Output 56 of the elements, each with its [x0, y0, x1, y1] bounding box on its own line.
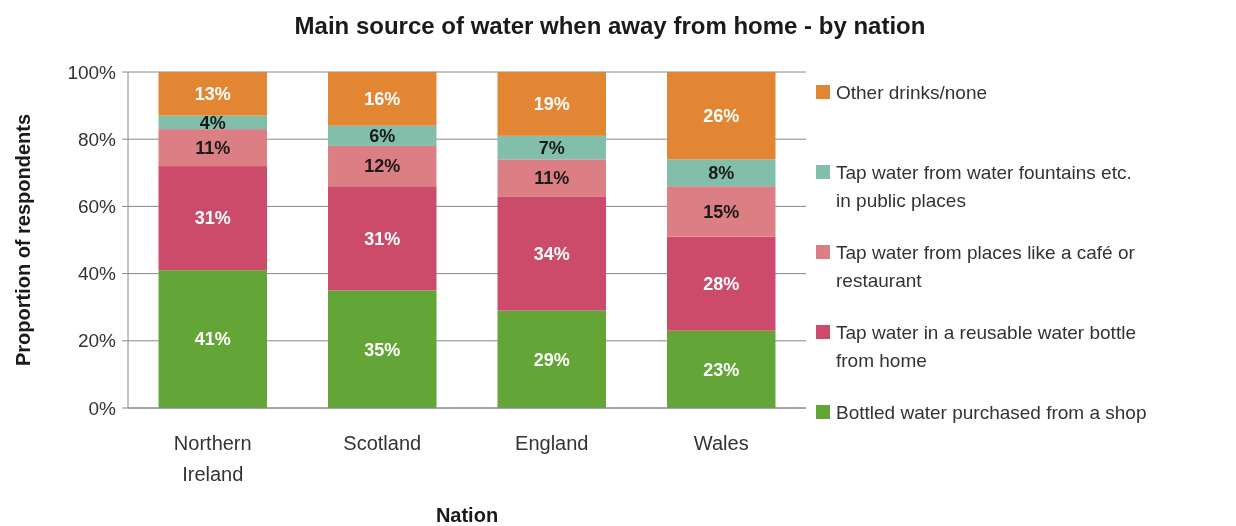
bar — [497, 72, 606, 136]
bar — [667, 236, 776, 331]
x-axis-title: Nation — [435, 504, 499, 526]
chart-title: Main source of water when away from home - by nation — [294, 12, 926, 39]
data-label: 35% — [364, 339, 401, 360]
y-tick-label: 20% — [77, 330, 117, 352]
data-label: 15% — [703, 201, 740, 222]
data-label: 11% — [195, 137, 231, 158]
data-label: 8% — [708, 163, 735, 184]
data-label: 29% — [533, 349, 570, 370]
bar — [328, 145, 437, 187]
y-tick-label: 0% — [88, 397, 117, 419]
bar — [158, 166, 267, 271]
bar — [497, 196, 606, 311]
y-tick-label: 100% — [67, 61, 117, 83]
data-label: 11% — [534, 168, 570, 189]
bar — [667, 330, 776, 408]
bar — [328, 186, 437, 291]
legend-label: Tap water from water fountains etc. in public places — [836, 161, 1132, 211]
bar — [667, 186, 776, 237]
data-label: 19% — [533, 94, 570, 115]
y-tick-label: 60% — [77, 196, 117, 218]
x-tick-label: Wales — [693, 432, 749, 454]
bar — [158, 72, 267, 116]
legend-label: Other drinks/none — [836, 81, 988, 103]
data-label: 4% — [199, 112, 226, 133]
x-tick-label: Scotland — [343, 432, 422, 454]
data-label: 41% — [194, 329, 231, 350]
data-label: 31% — [364, 228, 401, 249]
y-axis-title: Proportion of respondents — [12, 113, 34, 367]
data-label: 23% — [703, 359, 740, 380]
data-label: 7% — [538, 137, 565, 158]
bar — [328, 290, 437, 408]
data-label: 26% — [703, 105, 740, 126]
legend-label: Bottled water purchased from a shop — [836, 401, 1147, 423]
x-tick-label: Northern Ireland — [173, 432, 252, 485]
y-tick-label: 80% — [77, 128, 117, 150]
data-label: 28% — [703, 273, 740, 294]
bar — [158, 270, 267, 408]
data-label: 6% — [369, 126, 396, 147]
bar — [328, 72, 437, 126]
data-label: 12% — [364, 156, 401, 177]
legend-label: Tap water from places like a café or restaurant — [836, 241, 1136, 291]
bar — [667, 159, 776, 187]
data-label: 31% — [194, 208, 231, 229]
data-label: 34% — [533, 243, 570, 264]
data-label: 16% — [364, 89, 401, 110]
bar — [667, 72, 776, 160]
legend-label: Tap water in a reusable water bottle from home — [836, 321, 1136, 371]
y-tick-label: 40% — [77, 263, 117, 285]
bar — [497, 310, 606, 408]
x-tick-label: England — [515, 432, 589, 454]
bar — [158, 129, 267, 167]
data-label: 13% — [194, 84, 231, 105]
bar — [497, 135, 606, 160]
bar — [497, 159, 606, 197]
